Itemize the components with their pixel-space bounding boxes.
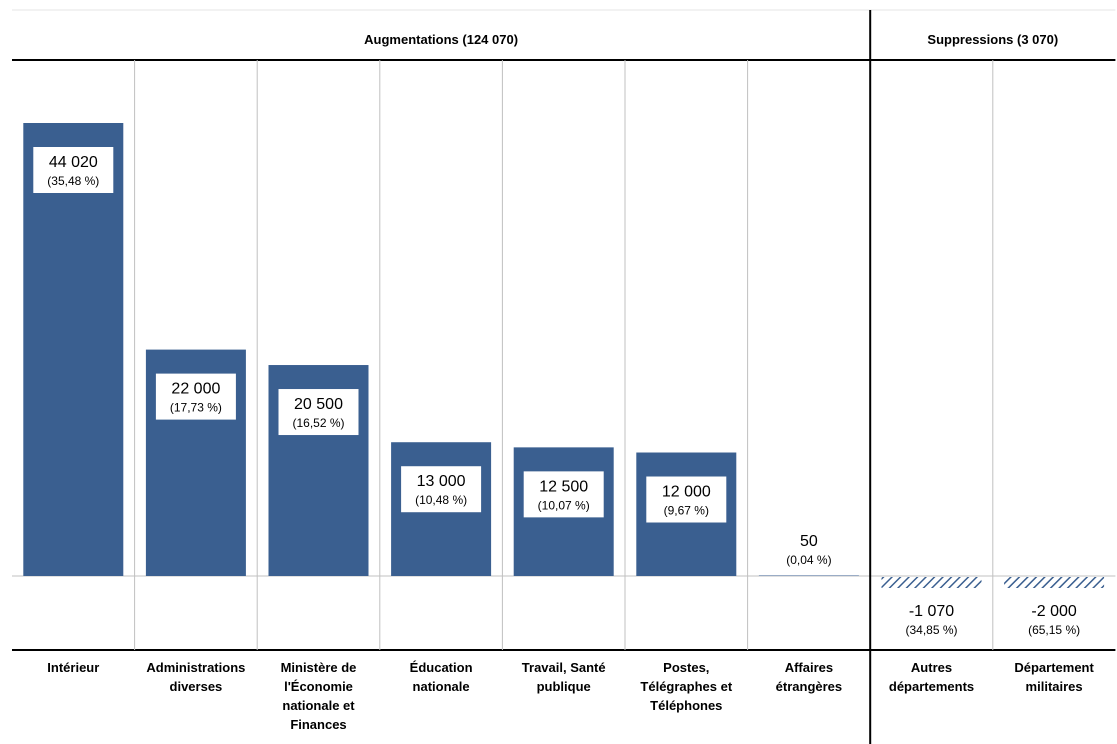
category-label: Ministère de [281, 660, 357, 675]
value-label: -1 070 [909, 603, 954, 620]
value-label: 44 020 [49, 154, 98, 171]
value-label: 12 000 [662, 484, 711, 501]
category-label: Affaires [785, 660, 833, 675]
category-labels-layer: Intérieur Administrations diverses Ministèr… [47, 660, 1094, 732]
bars-layer [23, 123, 1105, 588]
percent-label: (34,85 %) [905, 623, 957, 637]
category-label: Téléphones [650, 698, 722, 713]
percent-label: (9,67 %) [664, 504, 709, 518]
category-label: militaires [1026, 679, 1083, 694]
labels-layer: 44 020 (35,48 %) 22 000 (17,73 %) 20 500 (16,… [33, 147, 1080, 637]
percent-label: (65,15 %) [1028, 623, 1080, 637]
percent-label: (0,04 %) [786, 553, 831, 567]
bar [23, 123, 124, 576]
value-label: 12 500 [539, 478, 588, 495]
value-label: 22 000 [171, 381, 220, 398]
percent-label: (17,73 %) [170, 401, 222, 415]
value-label: -2 000 [1031, 603, 1076, 620]
category-label: Département [1014, 660, 1094, 675]
percent-label: (16,52 %) [292, 416, 344, 430]
bar [758, 575, 859, 576]
category-label: Intérieur [47, 660, 99, 675]
category-label: publique [537, 679, 591, 694]
category-label: nationale et [282, 698, 355, 713]
category-label: Télégraphes et [640, 679, 732, 694]
data-label-box [155, 373, 236, 420]
data-label-box [278, 389, 359, 436]
percent-label: (10,07 %) [538, 498, 590, 512]
data-label-box [401, 466, 482, 513]
category-label: Finances [290, 717, 346, 732]
category-label: Travail, Santé [522, 660, 606, 675]
group-header: Augmentations (124 070) [364, 32, 518, 47]
data-label-box [33, 147, 114, 193]
value-label: 20 500 [294, 396, 343, 413]
category-label: nationale [413, 679, 470, 694]
percent-label: (35,48 %) [47, 174, 99, 188]
category-label: départements [889, 679, 974, 694]
category-label: Administrations [146, 660, 245, 675]
value-label: 50 [800, 533, 818, 550]
data-label-box [523, 471, 604, 518]
headers-layer: Augmentations (124 070) Suppressions (3 0… [364, 32, 1058, 47]
group-header: Suppressions (3 070) [927, 32, 1058, 47]
percent-label: (10,48 %) [415, 493, 467, 507]
data-label-box [646, 476, 727, 523]
category-label: étrangères [776, 679, 842, 694]
bar [1004, 577, 1105, 588]
category-label: Éducation [410, 660, 473, 675]
bar [881, 577, 982, 588]
category-label: diverses [170, 679, 223, 694]
value-label: 13 000 [417, 473, 466, 490]
category-label: l'Économie [284, 679, 353, 694]
category-label: Autres [911, 660, 952, 675]
category-label: Postes, [663, 660, 709, 675]
